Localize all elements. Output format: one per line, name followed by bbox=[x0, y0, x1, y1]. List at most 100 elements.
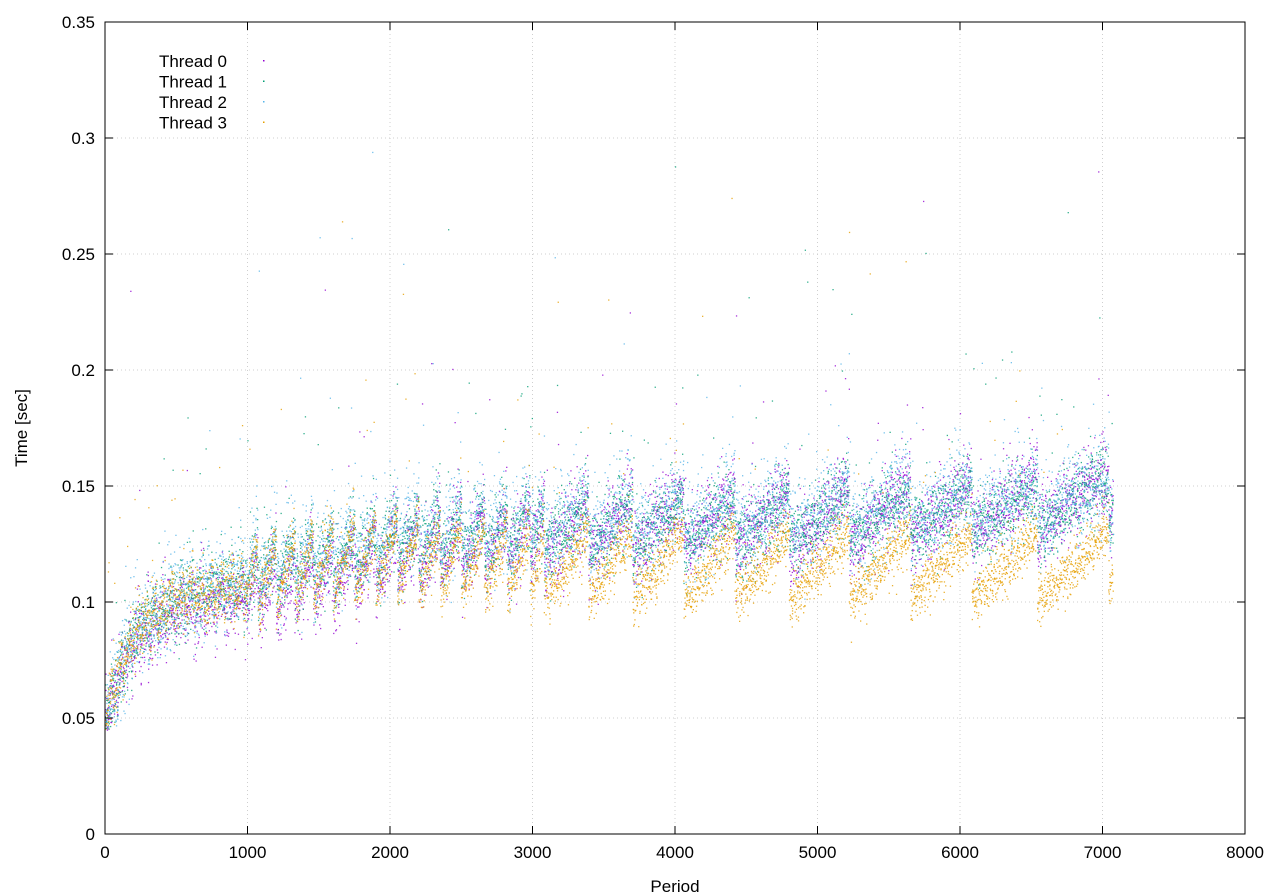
data-point bbox=[280, 633, 282, 635]
data-point bbox=[928, 548, 930, 550]
data-point bbox=[495, 566, 498, 568]
data-point bbox=[789, 511, 791, 513]
data-point bbox=[890, 486, 892, 488]
data-point bbox=[315, 591, 318, 593]
data-point bbox=[850, 570, 852, 572]
data-point bbox=[898, 474, 900, 476]
data-point bbox=[515, 554, 517, 557]
data-point bbox=[117, 713, 119, 716]
data-point bbox=[273, 569, 275, 572]
data-point bbox=[224, 608, 226, 610]
data-point bbox=[812, 525, 814, 527]
data-point bbox=[607, 510, 610, 512]
data-point bbox=[891, 483, 894, 486]
data-point bbox=[328, 535, 330, 537]
data-point bbox=[723, 504, 725, 506]
data-point bbox=[307, 566, 309, 569]
data-point bbox=[215, 613, 217, 615]
data-point bbox=[492, 552, 494, 555]
data-point bbox=[749, 562, 751, 564]
data-point bbox=[482, 498, 484, 501]
data-point bbox=[398, 570, 401, 572]
data-point bbox=[580, 518, 583, 521]
data-point bbox=[584, 506, 587, 508]
data-point bbox=[469, 559, 471, 561]
data-point bbox=[454, 422, 456, 424]
data-point bbox=[684, 521, 686, 524]
data-point bbox=[300, 554, 302, 556]
data-point bbox=[125, 669, 128, 671]
data-point bbox=[685, 557, 688, 559]
data-point bbox=[335, 596, 337, 598]
data-point bbox=[284, 602, 286, 604]
data-point bbox=[751, 462, 753, 465]
data-point bbox=[202, 547, 205, 550]
data-point bbox=[268, 558, 270, 560]
data-point bbox=[300, 596, 302, 598]
data-point bbox=[120, 659, 122, 661]
data-point bbox=[893, 502, 895, 504]
data-point bbox=[911, 556, 914, 558]
data-point bbox=[732, 459, 734, 461]
data-point bbox=[183, 580, 185, 582]
data-point bbox=[453, 567, 455, 569]
data-point bbox=[643, 513, 645, 515]
data-point bbox=[488, 548, 490, 550]
data-point bbox=[992, 504, 994, 506]
data-point bbox=[351, 569, 353, 572]
data-point bbox=[232, 628, 235, 630]
data-point bbox=[537, 538, 539, 540]
data-point bbox=[854, 558, 856, 561]
data-point bbox=[805, 514, 807, 516]
data-point bbox=[689, 557, 692, 559]
data-point bbox=[523, 504, 525, 506]
data-point bbox=[231, 613, 233, 616]
data-point bbox=[983, 535, 985, 537]
data-point bbox=[117, 697, 119, 699]
data-point bbox=[695, 530, 697, 532]
data-point bbox=[283, 562, 285, 564]
data-point bbox=[787, 483, 789, 485]
data-point bbox=[803, 554, 805, 557]
data-point bbox=[608, 537, 610, 539]
data-point bbox=[819, 525, 821, 527]
data-point bbox=[366, 559, 368, 561]
data-point bbox=[835, 506, 837, 508]
data-point bbox=[853, 574, 855, 576]
data-point bbox=[168, 579, 170, 581]
data-point bbox=[720, 564, 722, 566]
data-point bbox=[557, 531, 560, 533]
data-point bbox=[875, 509, 877, 511]
data-point bbox=[236, 596, 239, 598]
data-point bbox=[316, 587, 319, 589]
data-point bbox=[152, 657, 154, 660]
data-point bbox=[389, 575, 391, 577]
data-point bbox=[626, 468, 628, 470]
data-point bbox=[467, 480, 469, 483]
data-point bbox=[240, 599, 242, 602]
data-point bbox=[801, 576, 803, 578]
data-point bbox=[885, 509, 887, 511]
data-point bbox=[774, 531, 776, 533]
data-point bbox=[852, 563, 855, 565]
data-point bbox=[343, 589, 345, 591]
data-point bbox=[842, 457, 844, 460]
data-point bbox=[807, 561, 809, 564]
data-point bbox=[752, 537, 754, 539]
data-point bbox=[234, 594, 237, 596]
data-point bbox=[349, 574, 351, 576]
data-point bbox=[376, 568, 378, 570]
data-point bbox=[322, 569, 324, 571]
data-point bbox=[820, 535, 822, 537]
data-point bbox=[927, 503, 929, 505]
data-point bbox=[906, 471, 908, 473]
data-point bbox=[259, 585, 262, 587]
data-point bbox=[378, 567, 380, 569]
data-point bbox=[546, 469, 548, 471]
data-point bbox=[957, 472, 959, 474]
data-point bbox=[768, 515, 770, 517]
data-point bbox=[674, 523, 676, 525]
data-point bbox=[438, 519, 440, 522]
data-point bbox=[278, 639, 280, 641]
data-point bbox=[587, 454, 589, 457]
